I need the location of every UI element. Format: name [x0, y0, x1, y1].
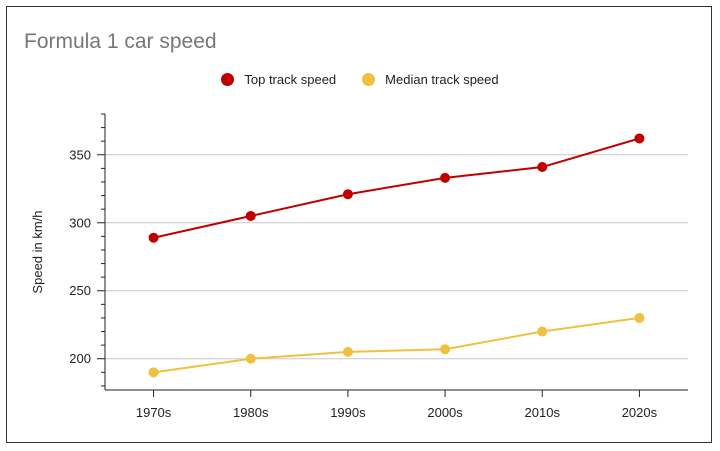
x-tick-label: 2000s [427, 405, 463, 420]
x-tick-label: 2020s [622, 405, 658, 420]
data-point [342, 346, 353, 357]
axes: 200 250 300 350 1970s 1980s 1990s 2000s 2010s 202… [69, 113, 688, 420]
chart-frame [6, 6, 712, 443]
data-point [537, 326, 548, 337]
legend-item-median-speed: Median track speed [362, 72, 499, 87]
y-tick-label: 350 [69, 147, 91, 162]
legend-item-top-speed: Top track speed [221, 72, 336, 87]
y-tick-label: 300 [69, 215, 91, 230]
chart-title: Formula 1 car speed [24, 30, 217, 53]
data-point [342, 189, 353, 200]
legend-marker-top-speed [221, 73, 235, 86]
data-point [245, 353, 256, 364]
y-tick-label: 250 [69, 283, 91, 298]
series-layer [148, 133, 645, 378]
data-point [148, 232, 159, 243]
x-tick-label: 1970s [136, 405, 172, 420]
y-tick-label: 200 [69, 351, 91, 366]
data-point [440, 172, 451, 183]
x-tick-label: 2010s [525, 405, 561, 420]
x-tick-label: 1980s [233, 405, 269, 420]
legend-label-median-speed: Median track speed [385, 72, 499, 87]
data-point [634, 133, 645, 144]
gridlines [105, 154, 688, 360]
y-axis-label: Speed in km/h [30, 210, 45, 293]
legend-marker-median-speed [362, 73, 376, 86]
data-point [634, 312, 645, 323]
series-line-1 [153, 316, 640, 374]
data-point [148, 367, 159, 378]
legend-label-top-speed: Top track speed [244, 72, 337, 87]
series-line-0 [153, 137, 640, 239]
data-point [440, 344, 451, 355]
chart-legend: Top track speed Median track speed [0, 72, 720, 87]
x-tick-label: 1990s [330, 405, 366, 420]
data-point [245, 210, 256, 221]
data-point [537, 162, 548, 173]
